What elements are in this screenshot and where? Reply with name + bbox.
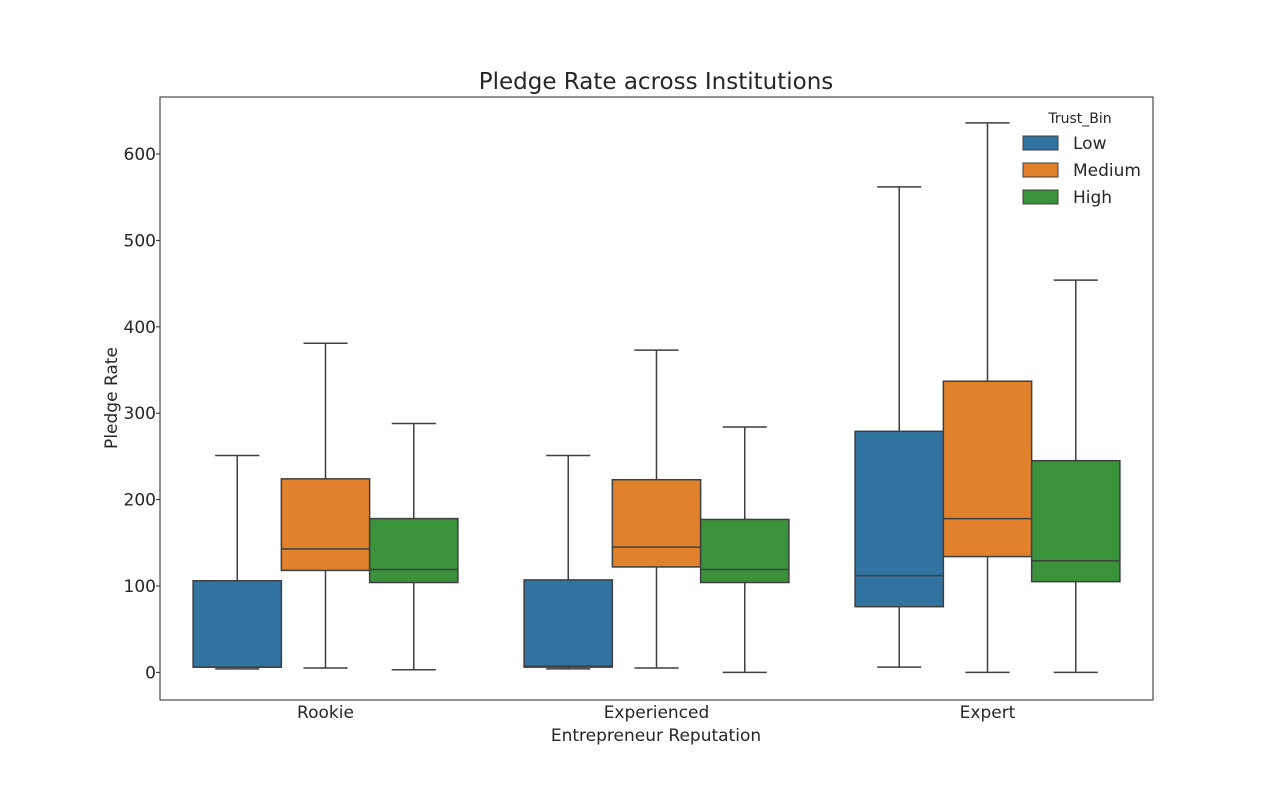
chart-title: Pledge Rate across Institutions bbox=[479, 69, 834, 95]
y-tick-label: 400 bbox=[124, 318, 156, 338]
legend: Trust_Bin Low Medium High bbox=[1022, 111, 1141, 208]
box-low-expert bbox=[854, 186, 945, 668]
box-medium-rookie bbox=[280, 342, 371, 669]
box-high-expert bbox=[1030, 279, 1121, 674]
box-high-rookie bbox=[368, 422, 459, 671]
box-medium-experienced bbox=[611, 349, 702, 669]
plot-frame bbox=[159, 96, 1154, 701]
y-tick-label: 600 bbox=[124, 145, 156, 165]
x-axis-label: Entrepreneur Reputation bbox=[551, 726, 761, 746]
iqr-box bbox=[699, 518, 790, 584]
iqr-box bbox=[368, 517, 459, 584]
box-medium-expert bbox=[942, 122, 1033, 674]
legend-swatch-low bbox=[1022, 135, 1059, 151]
legend-label-low: Low bbox=[1073, 134, 1107, 154]
legend-title: Trust_Bin bbox=[1047, 111, 1111, 127]
legend-label-high: High bbox=[1073, 188, 1112, 208]
y-tick-label: 500 bbox=[124, 231, 156, 251]
legend-label-medium: Medium bbox=[1073, 161, 1141, 181]
y-tick-label: 200 bbox=[124, 491, 156, 511]
x-tick-label-rookie: Rookie bbox=[297, 703, 354, 723]
legend-swatch-medium bbox=[1022, 162, 1059, 178]
iqr-box bbox=[523, 579, 614, 668]
box-low-rookie bbox=[192, 454, 283, 670]
iqr-box bbox=[1030, 459, 1121, 583]
iqr-box bbox=[192, 580, 283, 668]
iqr-box bbox=[942, 380, 1033, 558]
y-tick-label: 100 bbox=[124, 577, 156, 597]
legend-swatch-high bbox=[1022, 189, 1059, 205]
box-series bbox=[192, 122, 1121, 674]
iqr-box bbox=[854, 430, 945, 608]
box-low-experienced bbox=[523, 454, 614, 670]
y-tick-label: 0 bbox=[145, 663, 156, 683]
x-tick-label-experienced: Experienced bbox=[604, 703, 710, 723]
iqr-box bbox=[611, 478, 702, 568]
y-axis-label: Pledge Rate bbox=[102, 347, 122, 449]
y-axis-ticks: 0 100 200 300 400 500 600 bbox=[124, 145, 160, 683]
y-tick-label: 300 bbox=[124, 404, 156, 424]
iqr-box bbox=[280, 478, 371, 572]
x-tick-label-expert: Expert bbox=[960, 703, 1016, 723]
x-axis-ticks: Rookie Experienced Expert bbox=[297, 703, 1016, 723]
box-high-experienced bbox=[699, 426, 790, 674]
